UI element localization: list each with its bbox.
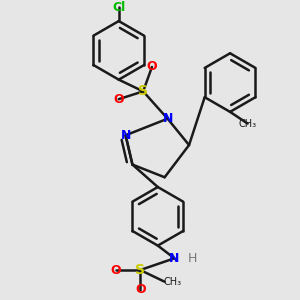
Text: O: O	[135, 283, 146, 296]
Text: N: N	[162, 112, 173, 125]
Text: N: N	[120, 129, 131, 142]
Text: Cl: Cl	[112, 1, 125, 14]
Text: S: S	[135, 263, 145, 277]
Text: CH₃: CH₃	[164, 277, 181, 287]
Text: O: O	[113, 93, 124, 106]
Text: S: S	[138, 84, 148, 98]
Text: O: O	[110, 263, 121, 277]
Text: N: N	[169, 252, 180, 265]
Text: CH₃: CH₃	[238, 118, 257, 129]
Text: H: H	[187, 252, 197, 265]
Text: O: O	[147, 61, 157, 74]
